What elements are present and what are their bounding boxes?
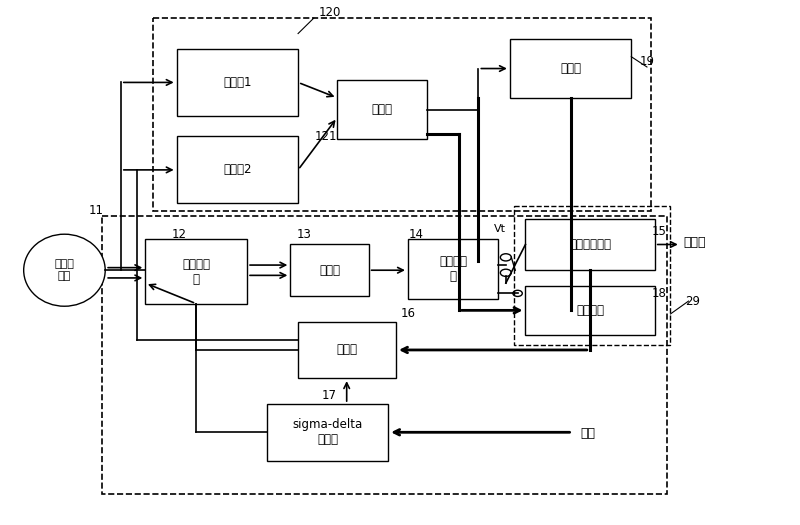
Text: 120: 120 bbox=[318, 6, 341, 19]
Bar bbox=[266, 404, 388, 460]
Text: 29: 29 bbox=[685, 295, 700, 308]
Text: Vt: Vt bbox=[494, 224, 506, 234]
Text: 电容阵列: 电容阵列 bbox=[576, 303, 604, 317]
Text: 混频器: 混频器 bbox=[684, 236, 706, 249]
Text: 17: 17 bbox=[322, 388, 337, 402]
Text: 计数器2: 计数器2 bbox=[223, 163, 251, 176]
Text: 基带: 基带 bbox=[580, 427, 595, 440]
Text: 13: 13 bbox=[297, 228, 312, 240]
Text: 15: 15 bbox=[651, 225, 666, 238]
Text: sigma-delta
调制器: sigma-delta 调制器 bbox=[292, 418, 362, 446]
Text: 鉴频鉴相
器: 鉴频鉴相 器 bbox=[182, 257, 210, 286]
Bar bbox=[177, 49, 298, 116]
Bar bbox=[526, 286, 655, 334]
Bar bbox=[510, 39, 631, 98]
Bar bbox=[146, 239, 247, 303]
Bar bbox=[102, 216, 666, 494]
Text: 16: 16 bbox=[400, 308, 415, 320]
Ellipse shape bbox=[24, 234, 106, 306]
Text: 压控振荡核心: 压控振荡核心 bbox=[569, 238, 611, 251]
Text: 12: 12 bbox=[171, 228, 186, 240]
Bar bbox=[177, 136, 298, 203]
Text: 环路滤波
器: 环路滤波 器 bbox=[439, 255, 467, 283]
Text: 11: 11 bbox=[89, 204, 104, 216]
Text: 控制器: 控制器 bbox=[560, 62, 581, 75]
Bar bbox=[408, 239, 498, 299]
Bar bbox=[298, 322, 396, 378]
Text: 14: 14 bbox=[408, 228, 423, 240]
Text: 19: 19 bbox=[639, 55, 654, 68]
Text: 参考振
荡器: 参考振 荡器 bbox=[54, 259, 74, 281]
Text: 电荷泵: 电荷泵 bbox=[319, 264, 340, 277]
Text: 分频器: 分频器 bbox=[337, 343, 358, 356]
Text: 计数器1: 计数器1 bbox=[223, 76, 251, 89]
Bar bbox=[338, 80, 427, 139]
Bar bbox=[526, 219, 655, 270]
Bar bbox=[290, 245, 369, 296]
Bar bbox=[514, 206, 670, 345]
Text: 121: 121 bbox=[314, 130, 337, 143]
Text: 18: 18 bbox=[651, 287, 666, 300]
Bar bbox=[153, 18, 651, 211]
Text: 状态机: 状态机 bbox=[372, 103, 393, 116]
